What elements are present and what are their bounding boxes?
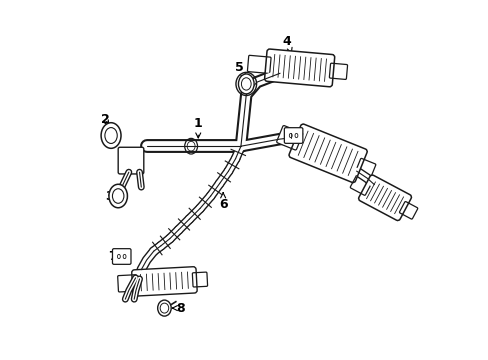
Ellipse shape xyxy=(157,300,171,316)
FancyBboxPatch shape xyxy=(118,275,137,292)
FancyBboxPatch shape xyxy=(118,147,143,174)
Text: 6: 6 xyxy=(219,193,227,211)
FancyBboxPatch shape xyxy=(329,63,347,80)
Ellipse shape xyxy=(101,123,121,148)
Text: 2: 2 xyxy=(101,113,109,126)
Text: 5: 5 xyxy=(234,62,245,78)
FancyBboxPatch shape xyxy=(276,126,302,150)
FancyBboxPatch shape xyxy=(192,272,207,287)
Text: 4: 4 xyxy=(282,35,291,53)
Text: 8: 8 xyxy=(172,302,184,315)
FancyBboxPatch shape xyxy=(264,49,334,87)
FancyBboxPatch shape xyxy=(358,175,411,221)
Text: 7: 7 xyxy=(302,129,314,142)
FancyBboxPatch shape xyxy=(349,175,371,195)
FancyBboxPatch shape xyxy=(355,158,375,179)
Text: 3: 3 xyxy=(105,189,119,203)
FancyBboxPatch shape xyxy=(247,55,270,73)
Text: 7: 7 xyxy=(108,250,120,263)
Ellipse shape xyxy=(109,184,127,208)
FancyBboxPatch shape xyxy=(284,128,302,143)
Text: 1: 1 xyxy=(193,117,202,138)
FancyBboxPatch shape xyxy=(399,202,417,219)
Ellipse shape xyxy=(238,74,254,94)
FancyBboxPatch shape xyxy=(131,267,197,296)
FancyBboxPatch shape xyxy=(112,249,131,264)
FancyBboxPatch shape xyxy=(288,124,366,183)
